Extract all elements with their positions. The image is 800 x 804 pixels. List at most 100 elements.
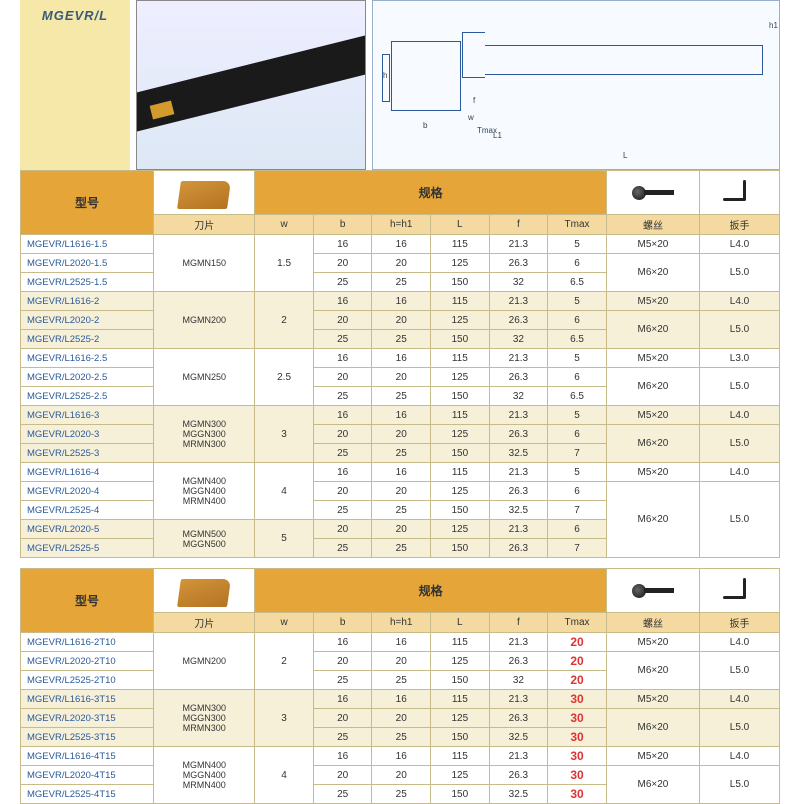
- cell-model: MGEVR/L2525-2.5: [21, 387, 154, 406]
- cell-screw: M5×20: [606, 292, 699, 311]
- cell-f: 32.5: [489, 785, 548, 804]
- table-row: MGEVR/L1616-4T15MGMN400 MGGN400 MRMN4004…: [21, 747, 780, 766]
- cell-screw: M6×20: [606, 652, 699, 690]
- header-wrench: 扳手: [700, 215, 780, 235]
- header-screw: 螺丝: [606, 613, 699, 633]
- cell-wrench: L5.0: [700, 368, 780, 406]
- cell-w: 4: [255, 747, 314, 804]
- cell-wrench: L4.0: [700, 633, 780, 652]
- cell-tmax: 30: [548, 747, 607, 766]
- cell-L: 115: [431, 235, 490, 254]
- cell-b: 20: [313, 425, 372, 444]
- cell-b: 16: [313, 463, 372, 482]
- cell-screw: M5×20: [606, 406, 699, 425]
- cell-h: 16: [372, 463, 431, 482]
- cell-f: 21.3: [489, 520, 548, 539]
- table-row: MGEVR/L1616-3T15MGMN300 MGGN300 MRMN3003…: [21, 690, 780, 709]
- product-title: MGEVR/L: [20, 0, 130, 170]
- cell-f: 26.3: [489, 311, 548, 330]
- cell-tmax: 6.5: [548, 330, 607, 349]
- wrench-icon: [700, 569, 780, 613]
- cell-f: 26.3: [489, 766, 548, 785]
- cell-wrench: L4.0: [700, 463, 780, 482]
- insert-image: [154, 569, 255, 613]
- cell-f: 21.3: [489, 235, 548, 254]
- cell-f: 32: [489, 273, 548, 292]
- cell-b: 20: [313, 766, 372, 785]
- cell-b: 20: [313, 368, 372, 387]
- cell-f: 21.3: [489, 406, 548, 425]
- cell-screw: M5×20: [606, 690, 699, 709]
- header-dim-b: b: [313, 613, 372, 633]
- cell-insert: MGMN500 MGGN500: [154, 520, 255, 558]
- cell-b: 20: [313, 254, 372, 273]
- cell-model: MGEVR/L1616-3: [21, 406, 154, 425]
- cell-model: MGEVR/L2525-4T15: [21, 785, 154, 804]
- cell-wrench: L5.0: [700, 482, 780, 558]
- header-dim-w: w: [255, 613, 314, 633]
- cell-tmax: 7: [548, 444, 607, 463]
- cell-b: 25: [313, 273, 372, 292]
- cell-L: 125: [431, 425, 490, 444]
- cell-L: 150: [431, 539, 490, 558]
- table-row: MGEVR/L2020-2.5202012526.36M6×20L5.0: [21, 368, 780, 387]
- cell-model: MGEVR/L2525-4: [21, 501, 154, 520]
- cell-b: 20: [313, 652, 372, 671]
- cell-tmax: 30: [548, 785, 607, 804]
- cell-L: 150: [431, 387, 490, 406]
- cell-b: 16: [313, 747, 372, 766]
- cell-h: 20: [372, 520, 431, 539]
- cell-screw: M5×20: [606, 633, 699, 652]
- cell-f: 21.3: [489, 747, 548, 766]
- cell-insert: MGMN250: [154, 349, 255, 406]
- cell-h: 20: [372, 482, 431, 501]
- cell-wrench: L3.0: [700, 349, 780, 368]
- cell-f: 32.5: [489, 501, 548, 520]
- cell-insert: MGMN300 MGGN300 MRMN300: [154, 406, 255, 463]
- cell-model: MGEVR/L1616-1.5: [21, 235, 154, 254]
- cell-insert: MGMN200: [154, 292, 255, 349]
- cell-tmax: 6: [548, 425, 607, 444]
- cell-tmax: 30: [548, 728, 607, 747]
- cell-screw: M6×20: [606, 766, 699, 804]
- cell-b: 16: [313, 292, 372, 311]
- cell-b: 20: [313, 709, 372, 728]
- cell-h: 25: [372, 728, 431, 747]
- cell-L: 150: [431, 330, 490, 349]
- cell-model: MGEVR/L1616-2T10: [21, 633, 154, 652]
- cell-L: 150: [431, 501, 490, 520]
- cell-h: 20: [372, 709, 431, 728]
- cell-model: MGEVR/L2525-3T15: [21, 728, 154, 747]
- cell-f: 26.3: [489, 482, 548, 501]
- cell-f: 32: [489, 671, 548, 690]
- cell-f: 26.3: [489, 368, 548, 387]
- cell-b: 25: [313, 501, 372, 520]
- cell-tmax: 5: [548, 463, 607, 482]
- cell-L: 150: [431, 785, 490, 804]
- cell-model: MGEVR/L2020-4T15: [21, 766, 154, 785]
- cell-model: MGEVR/L2525-1.5: [21, 273, 154, 292]
- cell-L: 125: [431, 766, 490, 785]
- cell-b: 16: [313, 690, 372, 709]
- table-row: MGEVR/L2020-3T15202012526.330M6×20L5.0: [21, 709, 780, 728]
- cell-insert: MGMN200: [154, 633, 255, 690]
- cell-model: MGEVR/L2020-2T10: [21, 652, 154, 671]
- cell-screw: M6×20: [606, 425, 699, 463]
- cell-f: 21.3: [489, 349, 548, 368]
- cell-screw: M6×20: [606, 709, 699, 747]
- cell-b: 25: [313, 539, 372, 558]
- cell-L: 115: [431, 747, 490, 766]
- cell-h: 25: [372, 501, 431, 520]
- cell-f: 26.3: [489, 652, 548, 671]
- cell-wrench: L5.0: [700, 254, 780, 292]
- cell-w: 1.5: [255, 235, 314, 292]
- cell-h: 25: [372, 330, 431, 349]
- cell-wrench: L5.0: [700, 311, 780, 349]
- cell-h: 20: [372, 311, 431, 330]
- insert-image: [154, 171, 255, 215]
- header-dim-L: L: [431, 613, 490, 633]
- technical-diagram: L L1 h1 h b f w Tmax: [372, 0, 780, 170]
- cell-insert: MGMN400 MGGN400 MRMN400: [154, 747, 255, 804]
- cell-b: 25: [313, 728, 372, 747]
- cell-h: 16: [372, 406, 431, 425]
